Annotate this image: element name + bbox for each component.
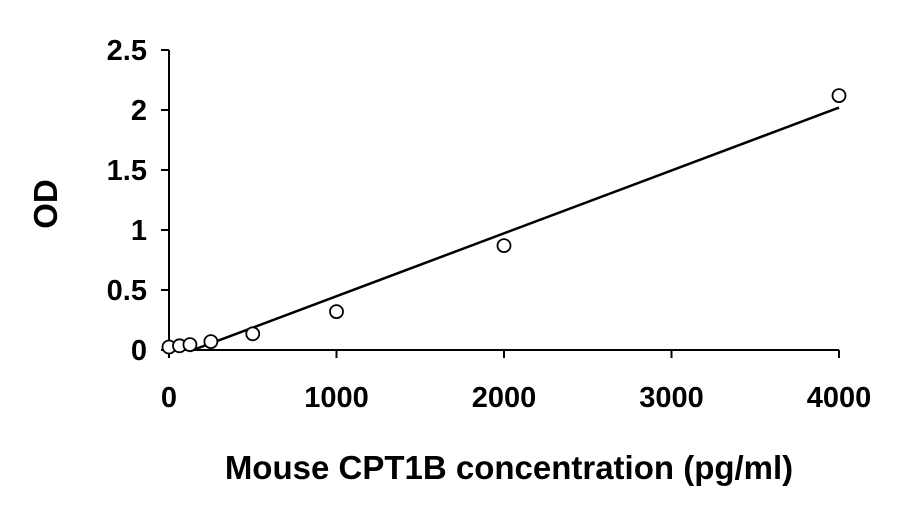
y-tick-label: 0 (131, 335, 147, 367)
trendline (189, 106, 840, 353)
data-point (182, 337, 198, 353)
x-axis-title: Mouse CPT1B concentration (pg/ml) (225, 449, 793, 486)
y-axis-ticks: 0 0.5 1 1.5 2 2.5 (107, 35, 169, 367)
x-tick-label: 3000 (639, 382, 704, 414)
data-points (161, 88, 847, 355)
y-tick-label: 1 (131, 215, 147, 247)
data-point (496, 238, 512, 254)
data-point (329, 304, 344, 320)
data-point (203, 334, 219, 350)
data-point (245, 326, 261, 342)
data-point (831, 88, 847, 103)
x-tick-label: 2000 (472, 382, 537, 414)
y-tick-label: 2.5 (107, 35, 147, 67)
x-tick-label: 0 (161, 382, 177, 414)
y-tick-label: 1.5 (107, 155, 147, 187)
axes (168, 50, 839, 351)
x-axis-ticks: 0 1000 2000 3000 4000 (161, 350, 871, 414)
y-axis-title: OD (27, 179, 64, 229)
trendline-layer (189, 106, 840, 353)
y-tick-label: 0.5 (107, 275, 147, 307)
x-tick-label: 1000 (304, 382, 369, 414)
x-tick-label: 4000 (807, 382, 872, 414)
y-tick-label: 2 (131, 95, 147, 127)
